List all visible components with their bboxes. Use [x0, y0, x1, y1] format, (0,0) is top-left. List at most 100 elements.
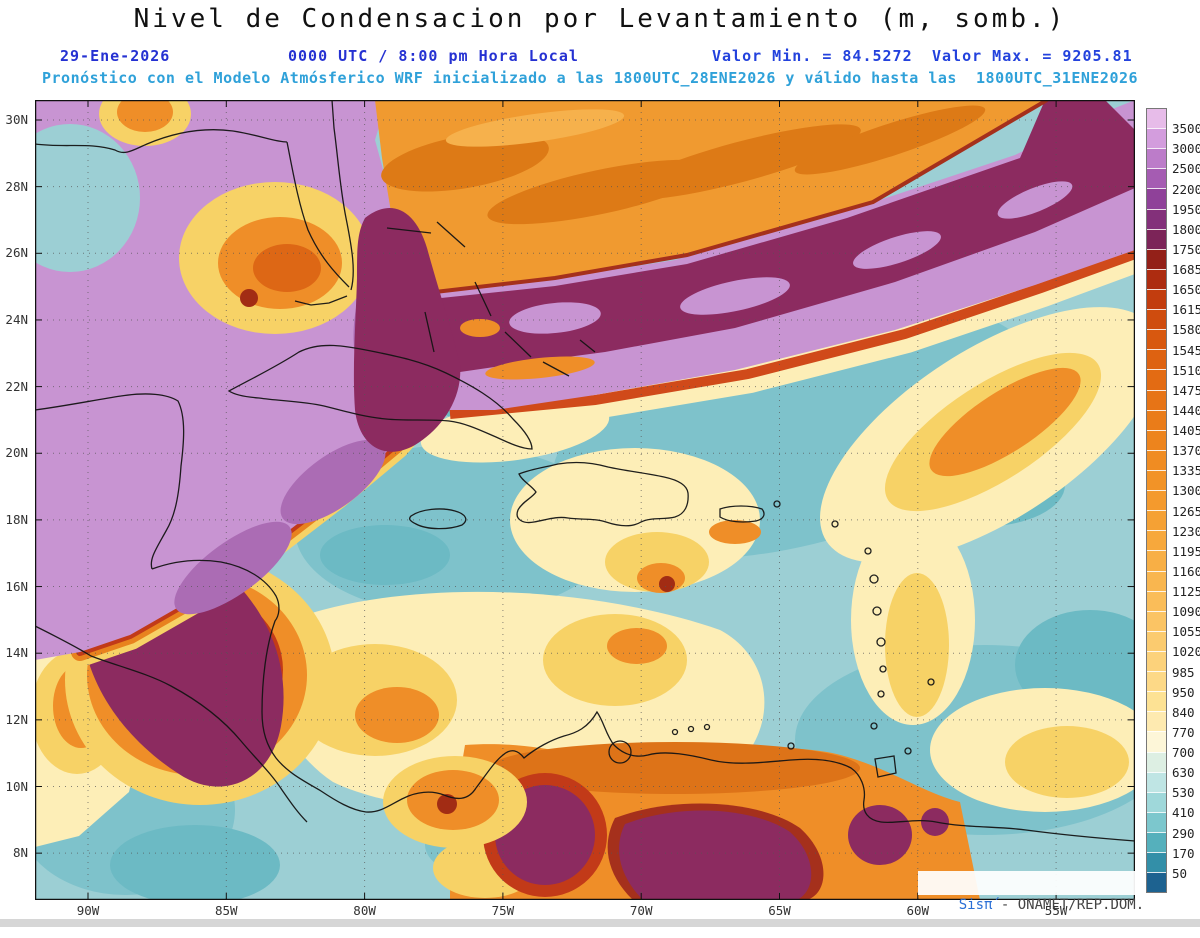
colorbar-segment: [1147, 148, 1166, 169]
colorbar-segment: [1147, 128, 1166, 149]
lat-tick-label: 20N: [5, 445, 28, 461]
colorbar-tick-label: 985: [1172, 664, 1195, 680]
lon-tick-label: 90W: [76, 903, 100, 918]
colorbar-tick-label: 1265: [1172, 503, 1200, 519]
colorbar-tick-label: 1020: [1172, 644, 1200, 660]
colorbar: [1146, 108, 1167, 893]
colorbar-tick-label: 1580: [1172, 322, 1200, 338]
watermark-brand: Sisπ́: [958, 897, 993, 913]
colorbar-segment: [1147, 490, 1166, 511]
colorbar-segment: [1147, 349, 1166, 370]
colorbar-segment: [1147, 469, 1166, 491]
colorbar-tick-label: 1800: [1172, 221, 1200, 237]
coastlines: [35, 100, 1135, 842]
colorbar-tick-label: 1335: [1172, 463, 1200, 479]
colorbar-segment: [1147, 872, 1166, 893]
colorbar-segment: [1147, 751, 1166, 772]
colorbar-tick-label: 1685: [1172, 262, 1200, 278]
lat-tick-label: 12N: [5, 711, 28, 727]
valid-time-label: 0000 UTC / 8:00 pm Hora Local: [288, 47, 579, 65]
lat-tick-label: 28N: [5, 178, 28, 194]
colorbar-segment: [1147, 248, 1166, 269]
colorbar-segment: [1147, 449, 1166, 470]
colorbar-tick-label: 170: [1172, 845, 1195, 861]
colorbar-segment: [1147, 168, 1166, 189]
lat-tick-label: 18N: [5, 511, 28, 527]
map-canvas: Sisπ́ - ONAMET/REP.DOM.: [35, 100, 1152, 913]
colorbar-segment: [1147, 831, 1166, 853]
lat-tick-label: 16N: [5, 578, 28, 594]
min-value-label: Valor Min. = 84.5272: [712, 47, 913, 65]
page-title: Nivel de Condensacion por Levantamiento …: [133, 4, 1067, 34]
lat-tick-label: 30N: [5, 112, 28, 127]
lon-tick-label: 65W: [768, 903, 791, 918]
colorbar-tick-label: 2500: [1172, 161, 1200, 177]
colorbar-segment: [1147, 268, 1166, 289]
colorbar-tick-label: 1545: [1172, 342, 1200, 358]
colorbar-segment: [1147, 650, 1166, 672]
colorbar-segment: [1147, 228, 1166, 249]
watermark: Sisπ́ - ONAMET/REP.DOM.: [918, 871, 1152, 913]
colorbar-tick-label: 1475: [1172, 382, 1200, 398]
colorbar-segment: [1147, 711, 1166, 732]
map-frame: [35, 100, 1135, 900]
colorbar-segment: [1147, 109, 1166, 129]
colorbar-tick-label: 1950: [1172, 201, 1200, 217]
colorbar-segment: [1147, 369, 1166, 390]
forecast-line: Pronóstico con el Modelo Atmósferico WRF…: [42, 69, 1139, 87]
lon-tick-label: 80W: [353, 903, 376, 918]
colorbar-tick-label: 1230: [1172, 523, 1200, 539]
colorbar-segment: [1147, 671, 1166, 692]
lcl-contour-map: [35, 100, 1135, 900]
lat-tick-label: 24N: [5, 311, 28, 327]
bahamas-band: [353, 100, 1135, 452]
colorbar-segment: [1147, 570, 1166, 591]
lon-tick-label: 70W: [629, 903, 653, 918]
colorbar-segment: [1147, 731, 1166, 752]
colorbar-segment: [1147, 429, 1166, 450]
colorbar-segment: [1147, 791, 1166, 812]
lat-tick-label: 14N: [5, 645, 28, 661]
colorbar-segment: [1147, 852, 1166, 873]
colorbar-segment: [1147, 811, 1166, 832]
colorbar-tick-label: 1440: [1172, 402, 1200, 418]
lat-tick-label: 10N: [5, 778, 28, 794]
colorbar-tick-label: 1055: [1172, 624, 1200, 640]
colorbar-tick-label: 1195: [1172, 543, 1200, 559]
colorbar-tick-label: 3500: [1172, 121, 1200, 137]
colorbar-tick-label: 1160: [1172, 563, 1200, 579]
colorbar-tick-label: 1650: [1172, 282, 1200, 298]
colorbar-segment: [1147, 630, 1166, 651]
colorbar-segment: [1147, 691, 1166, 712]
colorbar-tick-label: 840: [1172, 704, 1195, 720]
colorbar-segment: [1147, 530, 1166, 551]
colorbar-tick-label: 630: [1172, 765, 1195, 781]
colorbar-segment: [1147, 409, 1166, 430]
lat-axis: 30N 28N 26N 24N 22N 20N 18N 16N 14N 12N 10N 8N: [0, 100, 31, 900]
colorbar-segment: [1147, 771, 1166, 792]
colorbar-segment: [1147, 389, 1166, 410]
colorbar-tick-label: 1125: [1172, 584, 1200, 600]
colorbar-tick-label: 770: [1172, 724, 1195, 740]
colorbar-tick-label: 290: [1172, 825, 1195, 841]
colorbar-tick-label: 1370: [1172, 443, 1200, 459]
colorbar-tick-label: 1405: [1172, 423, 1200, 439]
colorbar-segment: [1147, 590, 1166, 611]
lat-tick-label: 8N: [12, 845, 28, 861]
colorbar-labels: 3500 3000 2500 2200 1950 1800 1750 1685 1650 1615…: [1172, 108, 1200, 893]
colorbar-tick-label: 1510: [1172, 362, 1200, 378]
colorbar-segment: [1147, 510, 1166, 531]
lon-tick-label: 85W: [215, 903, 238, 918]
colorbar-segment: [1147, 309, 1166, 330]
colorbar-segment: [1147, 329, 1166, 350]
lon-tick-label: 55W: [1044, 903, 1068, 918]
colorbar-segment: [1147, 288, 1166, 310]
colorbar-segment: [1147, 208, 1166, 229]
lat-tick-label: 26N: [5, 245, 28, 261]
colorbar-segment: [1147, 610, 1166, 631]
colorbar-tick-label: 3000: [1172, 141, 1200, 157]
lat-tick-label: 22N: [5, 378, 28, 394]
colorbar-tick-label: 1750: [1172, 241, 1200, 257]
colorbar-tick-label: 700: [1172, 745, 1195, 761]
valid-date-label: 29-Ene-2026: [60, 47, 171, 65]
